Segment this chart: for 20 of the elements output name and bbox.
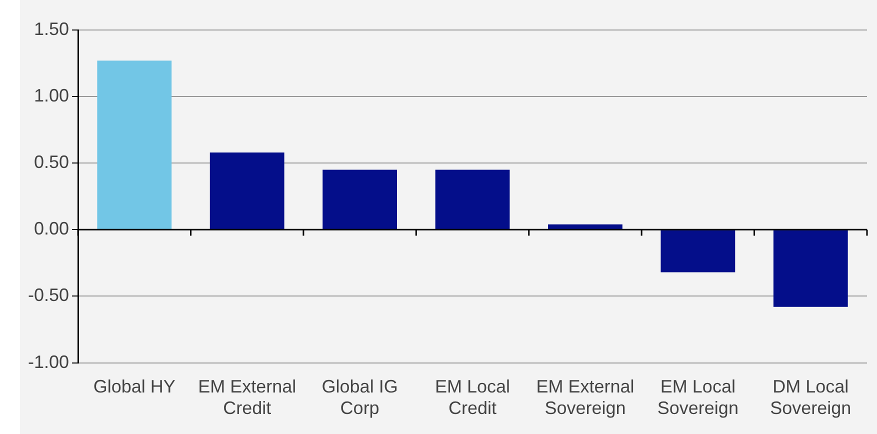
x-tick-label: EM External Credit [198,376,296,418]
bar [660,230,736,272]
bar [97,60,172,230]
x-tick-label: Global IG Corp [322,376,398,418]
y-tick-label: 0.00 [34,218,70,239]
y-tick-label: 0.50 [34,152,70,172]
bar [322,170,397,230]
x-tick-label: EM External Sovereign [536,376,634,418]
y-tick-label: -0.50 [28,285,70,306]
bar [548,224,622,230]
x-tick-label: Global HY [93,376,176,397]
x-tick-label: DM Local Sovereign [770,376,852,418]
bar [210,152,284,230]
y-tick-label: 1.50 [34,18,70,39]
x-tick-label: EM Local Credit [434,376,510,418]
y-tick-label: 1.00 [34,86,70,106]
x-tick-label: EM Local Sovereign [657,376,738,418]
y-tick-label: -1.00 [28,352,70,372]
bar [773,230,848,307]
bar [435,170,510,230]
